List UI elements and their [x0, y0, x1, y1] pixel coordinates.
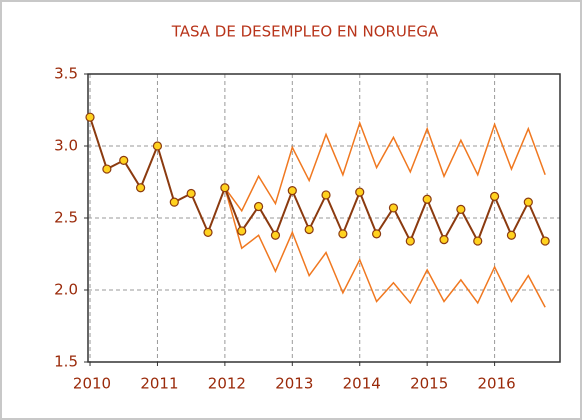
- marker: [304, 224, 314, 235]
- chart-title: TASA DE DESEMPLEO EN NORUEGA: [171, 23, 439, 41]
- marker: [473, 236, 483, 246]
- marker: [135, 183, 146, 193]
- marker: [152, 141, 163, 151]
- marker: [388, 203, 399, 213]
- x-tick-label: 2014: [343, 375, 381, 393]
- marker: [85, 112, 95, 122]
- marker: [338, 229, 348, 239]
- marker: [405, 236, 415, 246]
- marker: [186, 188, 196, 199]
- marker: [523, 197, 533, 207]
- series-line: [224, 120, 546, 213]
- marker: [456, 204, 466, 214]
- y-tick-label: 2.0: [54, 281, 78, 299]
- x-tick-label: 2016: [478, 375, 516, 393]
- marker: [355, 187, 365, 197]
- marker: [321, 190, 331, 200]
- y-tick-label: 3.0: [54, 137, 78, 155]
- series-line: [224, 187, 546, 308]
- marker: [489, 191, 500, 201]
- marker: [270, 230, 281, 240]
- marker: [287, 186, 297, 196]
- x-tick-label: 2011: [140, 375, 178, 393]
- marker: [253, 201, 264, 212]
- marker: [220, 183, 230, 193]
- y-tick-label: 3.5: [54, 65, 78, 83]
- x-tick-label: 2012: [208, 375, 246, 393]
- series-line: [89, 116, 547, 244]
- marker: [371, 229, 382, 239]
- marker: [237, 226, 247, 236]
- x-tick-label: 2015: [410, 375, 448, 393]
- y-tick-label: 2.5: [54, 209, 78, 227]
- marker: [506, 230, 517, 240]
- marker: [203, 227, 213, 237]
- marker: [119, 155, 129, 165]
- marker: [169, 197, 179, 207]
- marker: [439, 235, 449, 245]
- marker: [422, 194, 432, 204]
- marker: [102, 164, 112, 174]
- plot-border: [87, 73, 561, 363]
- marker: [540, 236, 550, 246]
- x-tick-label: 2013: [275, 375, 313, 393]
- x-tick-label: 2010: [73, 375, 111, 393]
- y-tick-label: 1.5: [54, 353, 78, 371]
